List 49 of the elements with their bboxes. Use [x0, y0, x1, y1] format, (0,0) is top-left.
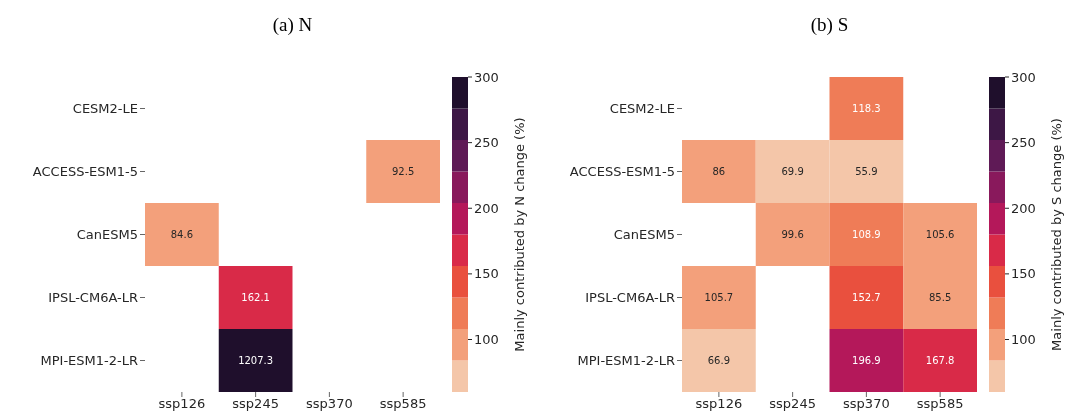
data-label: 167.8 [925, 355, 955, 366]
y-tick-label: CESM2-LE [72, 101, 138, 117]
chart-title: (a) N [271, 14, 314, 36]
color-bar-label: 250 [1011, 135, 1036, 151]
color-bar-label: 150 [1011, 266, 1036, 282]
data-label: 1207.3 [238, 355, 274, 366]
y-tick-label: CESM2-LE [609, 101, 675, 117]
data-label: 86 [712, 166, 726, 177]
y-tick-label: MPI-ESM1-2-LR [577, 353, 675, 369]
x-tick-label: ssp585 [916, 396, 964, 412]
data-label: 105.7 [704, 292, 734, 303]
color-bar-label: 250 [474, 135, 499, 151]
x-tick-label: ssp370 [843, 396, 890, 412]
color-bar-label: 300 [474, 69, 499, 85]
color-bar-title: Mainly contributed by S change (%) [1049, 118, 1064, 351]
data-label: 66.9 [707, 355, 731, 366]
data-label: 99.6 [781, 229, 804, 240]
data-label: 85.5 [928, 292, 952, 303]
y-tick-label: CanESM5 [613, 227, 675, 243]
data-label: 196.9 [852, 355, 881, 366]
color-bar-label: 150 [474, 266, 499, 282]
color-bar-label: 100 [1011, 332, 1036, 347]
chart-title: (b) S [809, 14, 850, 36]
data-label: 84.6 [170, 229, 194, 240]
y-tick-label: ACCESS-ESM1-5 [569, 164, 675, 180]
y-tick-label: ACCESS-ESM1-5 [32, 164, 138, 180]
data-label: 162.1 [241, 292, 270, 303]
x-tick-label: ssp370 [306, 396, 353, 412]
y-tick-label: CanESM5 [76, 227, 138, 243]
y-tick-label: IPSL-CM6A-LR [585, 290, 675, 306]
color-bar-label: 200 [474, 200, 499, 216]
y-tick-label: IPSL-CM6A-LR [48, 290, 138, 306]
data-label: 105.6 [925, 229, 955, 240]
y-tick-label: MPI-ESM1-2-LR [40, 353, 138, 369]
color-bar-label: 300 [1011, 69, 1036, 85]
data-label: 118.3 [852, 103, 881, 114]
data-label: 152.7 [852, 292, 881, 303]
color-bar-label: 100 [474, 332, 499, 347]
data-label: 69.9 [781, 166, 804, 177]
x-tick-label: ssp126 [695, 396, 743, 412]
x-tick-label: ssp245 [769, 396, 816, 412]
x-tick-label: ssp126 [158, 396, 206, 412]
color-bar-label: 200 [1011, 200, 1036, 216]
color-bar-title: Mainly contributed by N change (%) [512, 117, 527, 352]
data-label: 92.5 [391, 166, 415, 177]
data-label: 108.9 [852, 229, 881, 240]
x-tick-label: ssp245 [232, 396, 279, 412]
data-label: 55.9 [855, 166, 878, 177]
x-tick-label: ssp585 [379, 396, 427, 412]
